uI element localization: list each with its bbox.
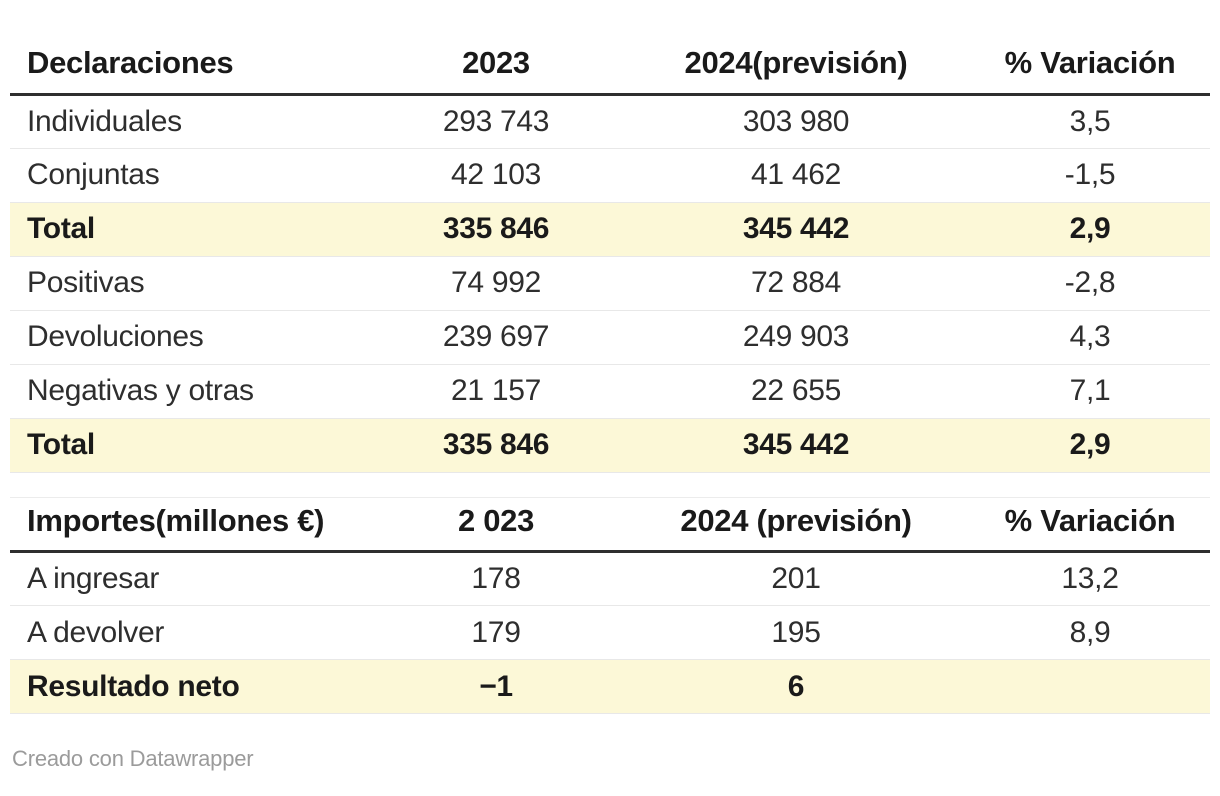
cell-variacion-value: 2,9 xyxy=(970,418,1210,473)
column-header-pct-variacion: % Variación xyxy=(970,40,1210,96)
cell-variacion-value xyxy=(970,659,1210,714)
column-header-pct-variacion: % Variación xyxy=(970,497,1210,553)
importes-table: Importes(millones €) 2 023 2024 (previsi… xyxy=(10,497,1210,714)
cell-2023-value: 335 846 xyxy=(370,418,622,473)
column-header-2024-prevision: 2024(previsión) xyxy=(622,40,970,96)
table-row-devoluciones: Devoluciones 239 697 249 903 4,3 xyxy=(10,310,1210,365)
row-label: Negativas y otras xyxy=(10,364,370,419)
cell-2023-value: 179 xyxy=(370,605,622,660)
column-header-2023: 2 023 xyxy=(370,497,622,553)
table-row-total-declaraciones: Total 335 846 345 442 2,9 xyxy=(10,202,1210,257)
section-gap xyxy=(10,473,1210,498)
row-label: Devoluciones xyxy=(10,310,370,365)
column-header-declaraciones: Declaraciones xyxy=(10,40,370,96)
cell-2024-value: 345 442 xyxy=(622,202,970,257)
table-row-individuales: Individuales 293 743 303 980 3,5 xyxy=(10,94,1210,149)
declaraciones-header-row: Declaraciones 2023 2024(previsión) % Var… xyxy=(10,40,1210,96)
row-label: A ingresar xyxy=(10,551,370,606)
cell-variacion-value: 4,3 xyxy=(970,310,1210,365)
cell-2024-value: 22 655 xyxy=(622,364,970,419)
row-label: Conjuntas xyxy=(10,148,370,203)
cell-2024-value: 345 442 xyxy=(622,418,970,473)
cell-2024-value: 249 903 xyxy=(622,310,970,365)
cell-2024-value: 72 884 xyxy=(622,256,970,311)
column-header-2023: 2023 xyxy=(370,40,622,96)
table-row-resultado-neto: Resultado neto −1 6 xyxy=(10,659,1210,714)
cell-2023-value: 74 992 xyxy=(370,256,622,311)
row-label: Resultado neto xyxy=(10,659,370,714)
cell-variacion-value: -2,8 xyxy=(970,256,1210,311)
table-row-a-devolver: A devolver 179 195 8,9 xyxy=(10,605,1210,660)
row-label: Positivas xyxy=(10,256,370,311)
cell-variacion-value: 3,5 xyxy=(970,94,1210,149)
footer: Creado con Datawrapper xyxy=(10,746,1210,772)
row-label: A devolver xyxy=(10,605,370,660)
cell-2024-value: 41 462 xyxy=(622,148,970,203)
cell-2023-value: 239 697 xyxy=(370,310,622,365)
cell-variacion-value: 2,9 xyxy=(970,202,1210,257)
datawrapper-credit-link[interactable]: Creado con Datawrapper xyxy=(12,746,254,771)
importes-header-row: Importes(millones €) 2 023 2024 (previsi… xyxy=(10,497,1210,553)
cell-variacion-value: 13,2 xyxy=(970,551,1210,606)
cell-2024-value: 201 xyxy=(622,551,970,606)
cell-variacion-value: -1,5 xyxy=(970,148,1210,203)
table-row-a-ingresar: A ingresar 178 201 13,2 xyxy=(10,551,1210,606)
cell-2023-value: 293 743 xyxy=(370,94,622,149)
row-label: Total xyxy=(10,202,370,257)
cell-2024-value: 303 980 xyxy=(622,94,970,149)
cell-2023-value: 178 xyxy=(370,551,622,606)
row-label: Total xyxy=(10,418,370,473)
table-row-positivas: Positivas 74 992 72 884 -2,8 xyxy=(10,256,1210,311)
cell-2024-value: 6 xyxy=(622,659,970,714)
table-row-negativas-y-otras: Negativas y otras 21 157 22 655 7,1 xyxy=(10,364,1210,419)
cell-2023-value: 335 846 xyxy=(370,202,622,257)
row-label: Individuales xyxy=(10,94,370,149)
cell-variacion-value: 8,9 xyxy=(970,605,1210,660)
table-row-total-declaraciones-2: Total 335 846 345 442 2,9 xyxy=(10,418,1210,473)
column-header-importes: Importes(millones €) xyxy=(10,497,370,553)
cell-variacion-value: 7,1 xyxy=(970,364,1210,419)
table-row-conjuntas: Conjuntas 42 103 41 462 -1,5 xyxy=(10,148,1210,203)
cell-2023-value: −1 xyxy=(370,659,622,714)
column-header-2024-prevision: 2024 (previsión) xyxy=(622,497,970,553)
cell-2023-value: 42 103 xyxy=(370,148,622,203)
declaraciones-table: Declaraciones 2023 2024(previsión) % Var… xyxy=(10,40,1210,473)
cell-2024-value: 195 xyxy=(622,605,970,660)
cell-2023-value: 21 157 xyxy=(370,364,622,419)
